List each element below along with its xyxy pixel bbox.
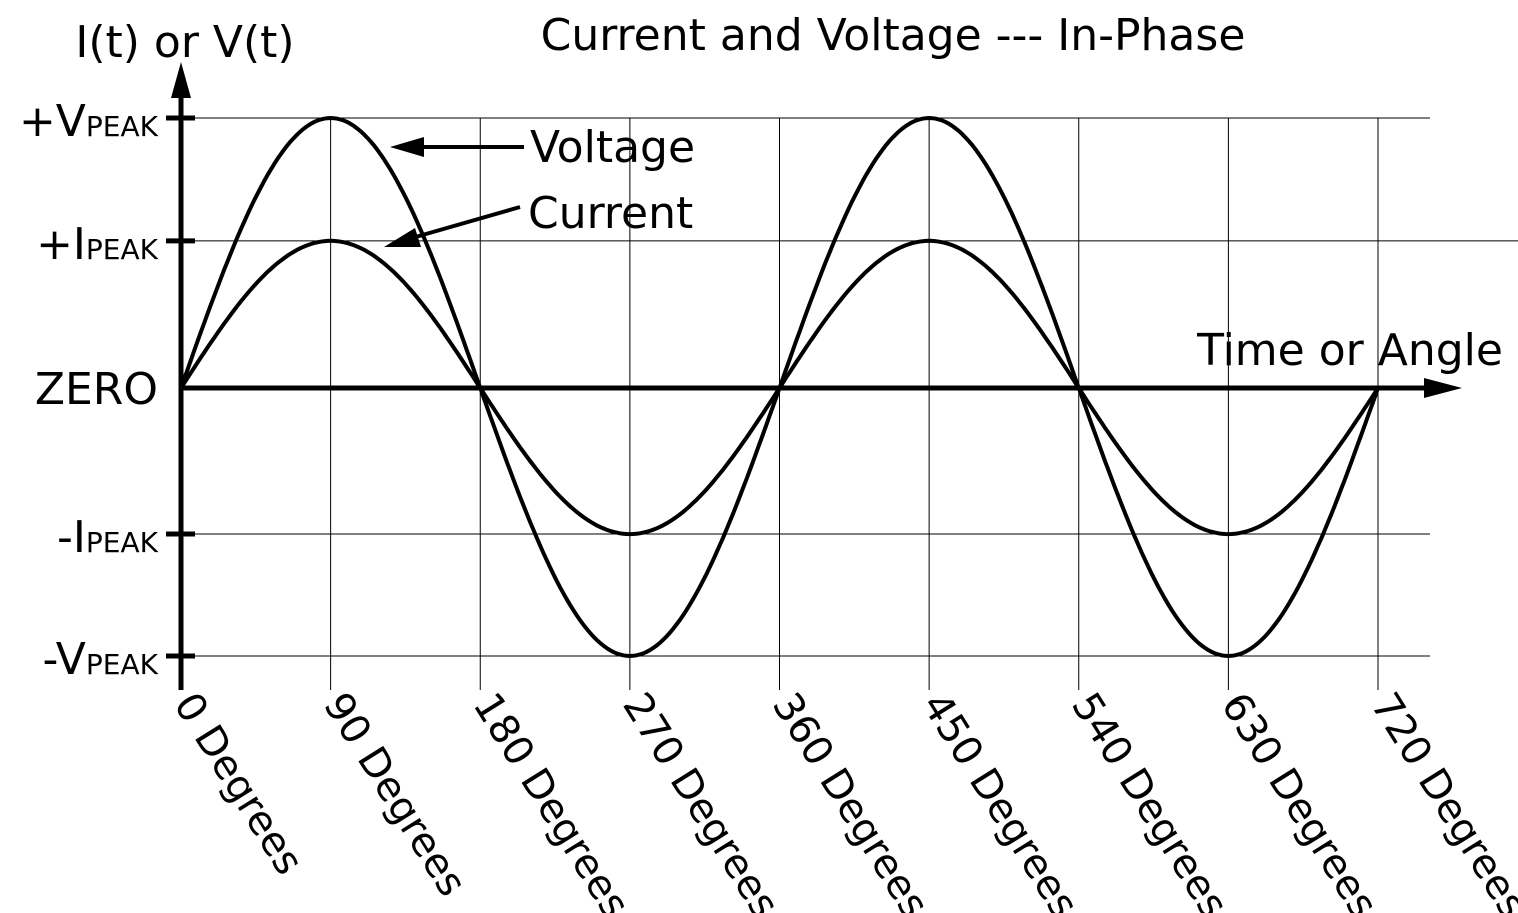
voltage-arrow-head [390,137,424,157]
current-arrow-line [411,205,521,240]
y-tick-label-sub: PEAK [86,233,159,266]
y-tick-label-main: ZERO [35,364,158,415]
current-annotation: Current [528,188,693,239]
y-tick-label-main: +V [19,96,86,147]
grid [166,115,1518,690]
y-axis-label: I(t) or V(t) [75,17,294,68]
x-tick-label: 90 Degrees [314,685,475,904]
x-tick-label: 720 Degrees [1362,685,1518,913]
y-tick-label: ZERO [35,364,158,415]
current-arrow-head [384,228,421,247]
y-tick-label-sub: PEAK [86,526,159,559]
x-tick-label: 360 Degrees [763,685,937,913]
y-tick-label-main: -I [57,512,86,563]
axes [171,62,1462,690]
y-tick-label: -IPEAK [57,512,159,563]
y-tick-label: +VPEAK [19,96,159,147]
y-tick-label: +IPEAK [36,219,159,270]
y-tick-label: -VPEAK [43,634,159,685]
y-tick-label-sub: PEAK [86,648,159,681]
x-tick-label: 0 Degrees [165,685,312,883]
voltage-annotation: Voltage [530,122,695,173]
x-tick-label: 450 Degrees [913,685,1087,913]
x-tick-label: 180 Degrees [464,685,638,913]
x-axis-label: Time or Angle [1196,325,1503,376]
x-tick-label: 540 Degrees [1062,685,1236,913]
y-axis-arrow [171,62,191,98]
x-axis-arrow [1424,378,1462,398]
x-tick-label: 630 Degrees [1212,685,1386,913]
chart-title: Current and Voltage --- In-Phase [541,10,1246,61]
x-tick-label: 270 Degrees [613,685,787,913]
y-tick-label-main: +I [36,219,86,270]
y-tick-label-sub: PEAK [86,110,159,143]
y-tick-label-main: -V [43,634,86,685]
